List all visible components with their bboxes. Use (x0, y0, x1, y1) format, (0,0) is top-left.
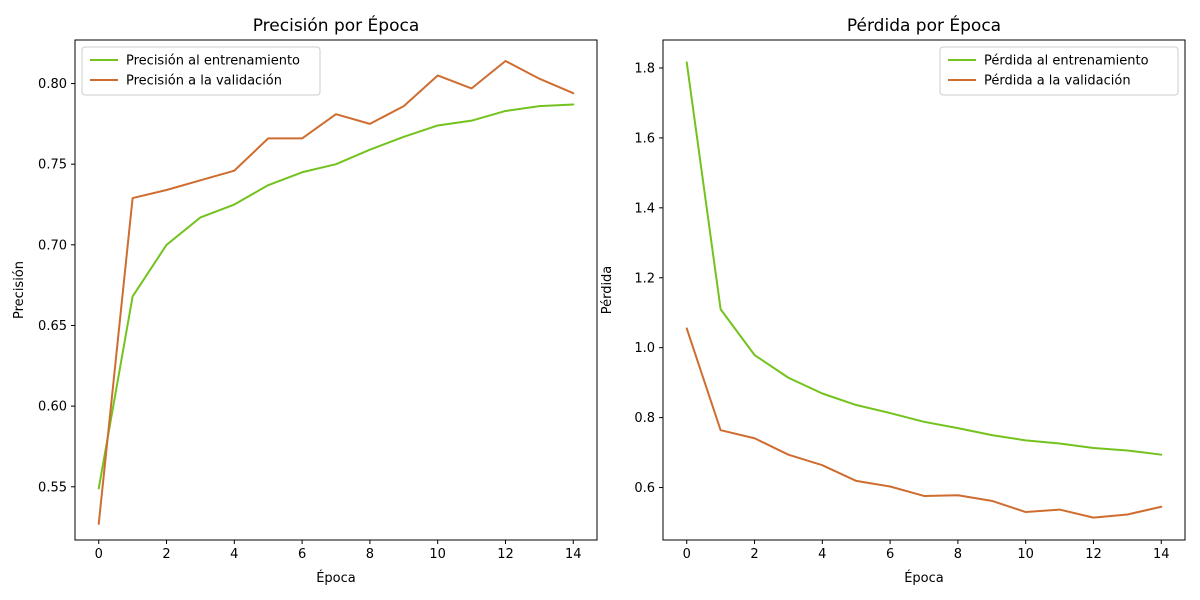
accuracy-y-tick-label: 0.75 (38, 158, 67, 173)
loss-legend-box (939, 46, 1179, 96)
accuracy-legend: Precisión al entrenamiento Precisión a la… (81, 46, 321, 96)
accuracy-y-tick-label: 0.80 (38, 77, 67, 92)
accuracy-legend-box (81, 46, 321, 96)
loss-y-tick-label: 1.0 (634, 341, 655, 356)
accuracy-x-tick-label: 2 (162, 547, 170, 562)
accuracy-x-tick-label: 10 (429, 547, 446, 562)
loss-x-tick-label: 10 (1017, 547, 1034, 562)
loss-x-tick-label: 4 (818, 547, 826, 562)
loss-x-tick-label: 2 (750, 547, 758, 562)
accuracy-chart: 0 2 4 6 8 10 12 14 0.55 0.60 0.65 0.70 0.75 0.80 Preci… (12, 14, 598, 586)
accuracy-y-tick-label: 0.55 (38, 480, 67, 495)
loss-y-tick-label: 1.8 (634, 61, 655, 76)
loss-x-tick-label: 6 (886, 547, 894, 562)
accuracy-x-tick-label: 12 (497, 547, 514, 562)
accuracy-x-tick-label: 14 (565, 547, 582, 562)
accuracy-axes-frame (74, 39, 598, 541)
loss-y-tick-label: 1.4 (634, 201, 655, 216)
accuracy-x-tick-label: 6 (298, 547, 306, 562)
loss-chart-title: Pérdida por Época (847, 14, 1001, 36)
loss-x-tick-label: 14 (1153, 547, 1170, 562)
accuracy-x-tick-label: 4 (230, 547, 238, 562)
accuracy-x-axis-label: Época (316, 570, 356, 586)
accuracy-y-tick-label: 0.60 (38, 400, 67, 415)
accuracy-x-tick-label: 8 (366, 547, 374, 562)
accuracy-x-tick-label: 0 (95, 547, 103, 562)
loss-y-tick-label: 0.8 (634, 411, 655, 426)
loss-x-tick-label: 0 (683, 547, 691, 562)
accuracy-series-line-1 (97, 59, 575, 525)
loss-series-line-1 (685, 327, 1163, 519)
loss-series-line-0 (685, 61, 1163, 456)
loss-axes-frame (662, 39, 1186, 541)
accuracy-y-tick-label: 0.65 (38, 319, 67, 334)
accuracy-chart-title: Precisión por Época (253, 14, 420, 36)
accuracy-y-tick-label: 0.70 (38, 238, 67, 253)
loss-y-axis-label: Pérdida (600, 266, 615, 315)
accuracy-legend-label-0: Precisión al entrenamiento (126, 54, 300, 69)
loss-x-tick-label: 8 (954, 547, 962, 562)
loss-legend-label-0: Pérdida al entrenamiento (984, 54, 1149, 69)
loss-legend: Pérdida al entrenamiento Pérdida a la val… (939, 46, 1179, 96)
accuracy-y-axis-label: Precisión (12, 261, 27, 319)
accuracy-legend-label-1: Precisión a la validación (126, 74, 282, 89)
loss-legend-label-1: Pérdida a la validación (984, 74, 1131, 89)
loss-x-tick-label: 12 (1085, 547, 1102, 562)
loss-y-tick-label: 1.2 (634, 271, 655, 286)
loss-y-tick-label: 1.6 (634, 131, 655, 146)
loss-chart: 0 2 4 6 8 10 12 14 0.6 0.8 1.0 1.2 1.4 1.6 1.8 Pérdida … (600, 14, 1186, 586)
loss-y-tick-label: 0.6 (634, 481, 655, 496)
loss-x-axis-label: Época (904, 570, 944, 586)
accuracy-series-line-0 (97, 103, 575, 490)
